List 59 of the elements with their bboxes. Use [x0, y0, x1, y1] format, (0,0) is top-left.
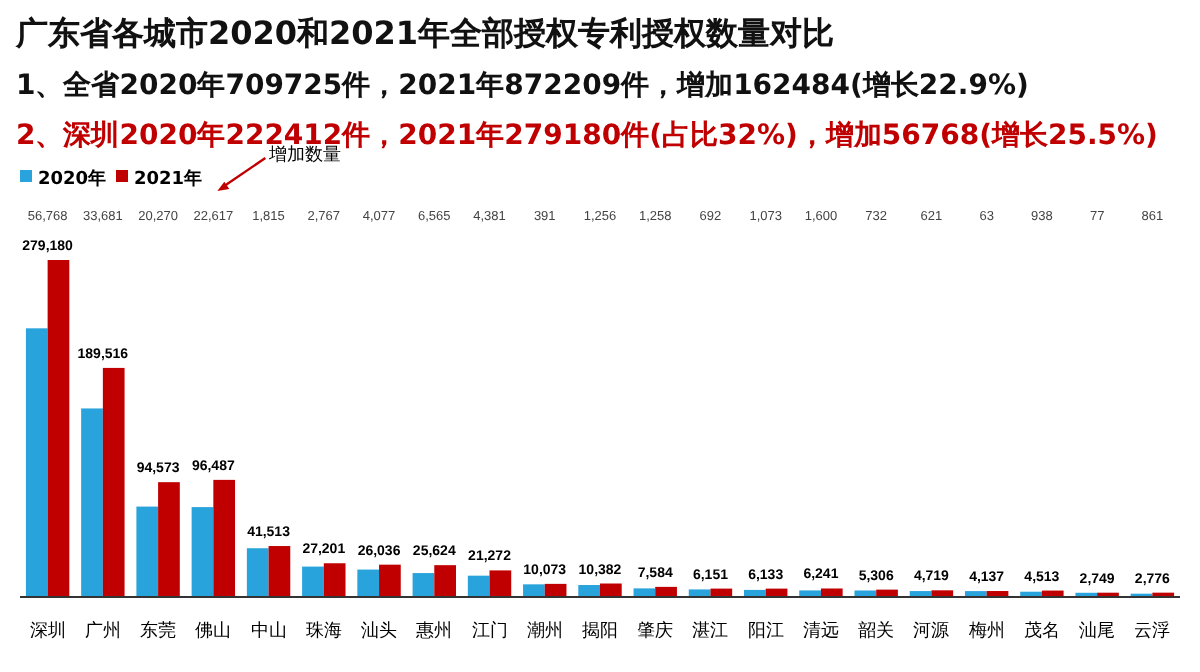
x-tick-label: 江门 — [471, 620, 508, 642]
bar — [744, 589, 766, 596]
x-tick-label: 河源 — [913, 620, 950, 642]
bar — [467, 575, 490, 596]
bar — [710, 588, 733, 596]
bar — [47, 260, 70, 596]
x-tick-label: 韶关 — [858, 620, 895, 642]
bar — [765, 588, 788, 596]
x-tick-label: 汕尾 — [1079, 620, 1116, 642]
bar — [268, 546, 291, 596]
x-tick-label: 汕头 — [361, 620, 398, 642]
x-tick-label: 阳江 — [747, 620, 784, 642]
bar — [799, 590, 821, 596]
bar — [246, 548, 269, 596]
x-tick-label: 佛山 — [195, 620, 232, 642]
x-tick-label: 广州 — [84, 620, 121, 642]
bar — [25, 328, 48, 596]
x-tick-label: 清远 — [802, 620, 839, 642]
bar — [931, 590, 954, 596]
bar — [102, 367, 125, 596]
x-tick-label: 湛江 — [692, 620, 729, 642]
bar — [158, 482, 180, 596]
legend-label: 2020年 — [38, 168, 107, 190]
x-tick-label: 珠海 — [305, 620, 342, 642]
x-tick-label: 梅州 — [966, 620, 1005, 642]
bar — [213, 479, 236, 596]
legend-label: 2021年 — [134, 168, 203, 190]
x-tick-label: 中山 — [250, 620, 287, 642]
x-tick-label: 潮州 — [526, 620, 563, 642]
bar — [81, 408, 103, 596]
bar — [688, 589, 711, 596]
x-tick-label: 茂名 — [1023, 620, 1060, 642]
bar — [854, 590, 877, 596]
bar — [191, 507, 214, 596]
bar — [523, 584, 545, 596]
bar — [820, 588, 843, 596]
bar — [412, 573, 435, 596]
bar — [434, 565, 456, 596]
bar — [302, 566, 324, 596]
chart-subtitle: 1、全省2020年709725件，2021年872209件，增加162484(增长22.9%) — [16, 70, 1029, 102]
x-tick-label: 肇庆 — [637, 620, 674, 642]
bar — [633, 588, 656, 596]
bar — [357, 569, 380, 596]
x-tick-label: 东莞 — [140, 620, 177, 642]
bar — [489, 570, 512, 596]
x-tick-label: 揭阳 — [582, 620, 618, 642]
x-tick-label: 深圳 — [29, 620, 66, 642]
bar — [323, 563, 346, 596]
chart-title: 广东省各城市2020和2021年全部授权专利授权数量对比 — [14, 14, 835, 52]
bar — [1041, 590, 1064, 596]
x-tick-label: 惠州 — [414, 620, 453, 642]
bar — [655, 586, 677, 596]
bar — [136, 506, 159, 596]
bar — [544, 583, 567, 596]
x-tick-label: 云浮 — [1134, 620, 1171, 642]
bar — [379, 564, 401, 596]
bar — [600, 583, 622, 596]
bar — [876, 589, 898, 596]
bar — [578, 585, 600, 596]
